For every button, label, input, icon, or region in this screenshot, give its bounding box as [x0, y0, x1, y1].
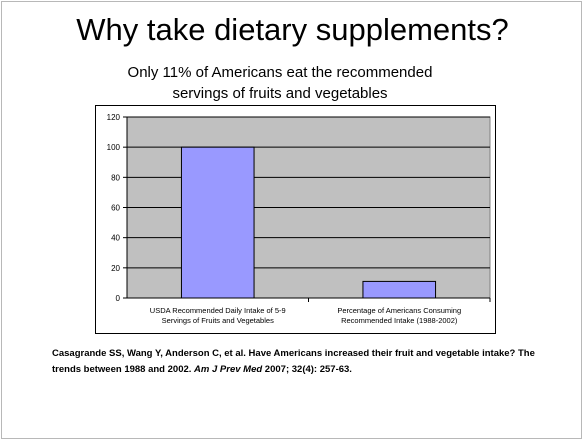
y-tick-label: 40: [111, 234, 120, 243]
y-tick-label: 120: [107, 113, 121, 122]
y-tick-label: 0: [116, 294, 121, 303]
y-tick-label: 100: [107, 143, 121, 152]
slide-subtitle: Only 11% of Americans eat the recommende…: [90, 62, 470, 104]
subtitle-line-2: servings of fruits and vegetables: [172, 85, 388, 102]
chart-svg: 0 20 40 60 80 100 120 USDA Recommended Daily In…: [107, 113, 491, 325]
bar: [180, 146, 255, 299]
citation-volume: 2007; 32(4): 257-63.: [262, 364, 352, 375]
citation-text: Casagrande SS, Wang Y, Anderson C, et al…: [52, 348, 535, 375]
x-tick-label: Recommended Intake (1988-2002): [341, 316, 458, 325]
bar: [362, 280, 437, 299]
citation-journal: Am J Prev Med: [194, 364, 263, 375]
y-tick-label: 80: [111, 173, 120, 182]
y-tick-label: 20: [111, 264, 120, 273]
x-tick-label: Percentage of Americans Consuming: [337, 306, 461, 315]
subtitle-line-1: Only 11% of Americans eat the recommende…: [127, 64, 433, 81]
citation: Casagrande SS, Wang Y, Anderson C, et al…: [52, 346, 552, 378]
slide-title: Why take dietary supplements?: [76, 12, 509, 47]
y-tick-label: 60: [111, 204, 120, 213]
bar-chart: 0 20 40 60 80 100 120 USDA Recommended Daily In…: [95, 105, 496, 334]
x-tick-label: USDA Recommended Daily Intake of 5-9: [150, 306, 286, 315]
x-tick-label: Servings of Fruits and Vegetables: [162, 316, 274, 325]
